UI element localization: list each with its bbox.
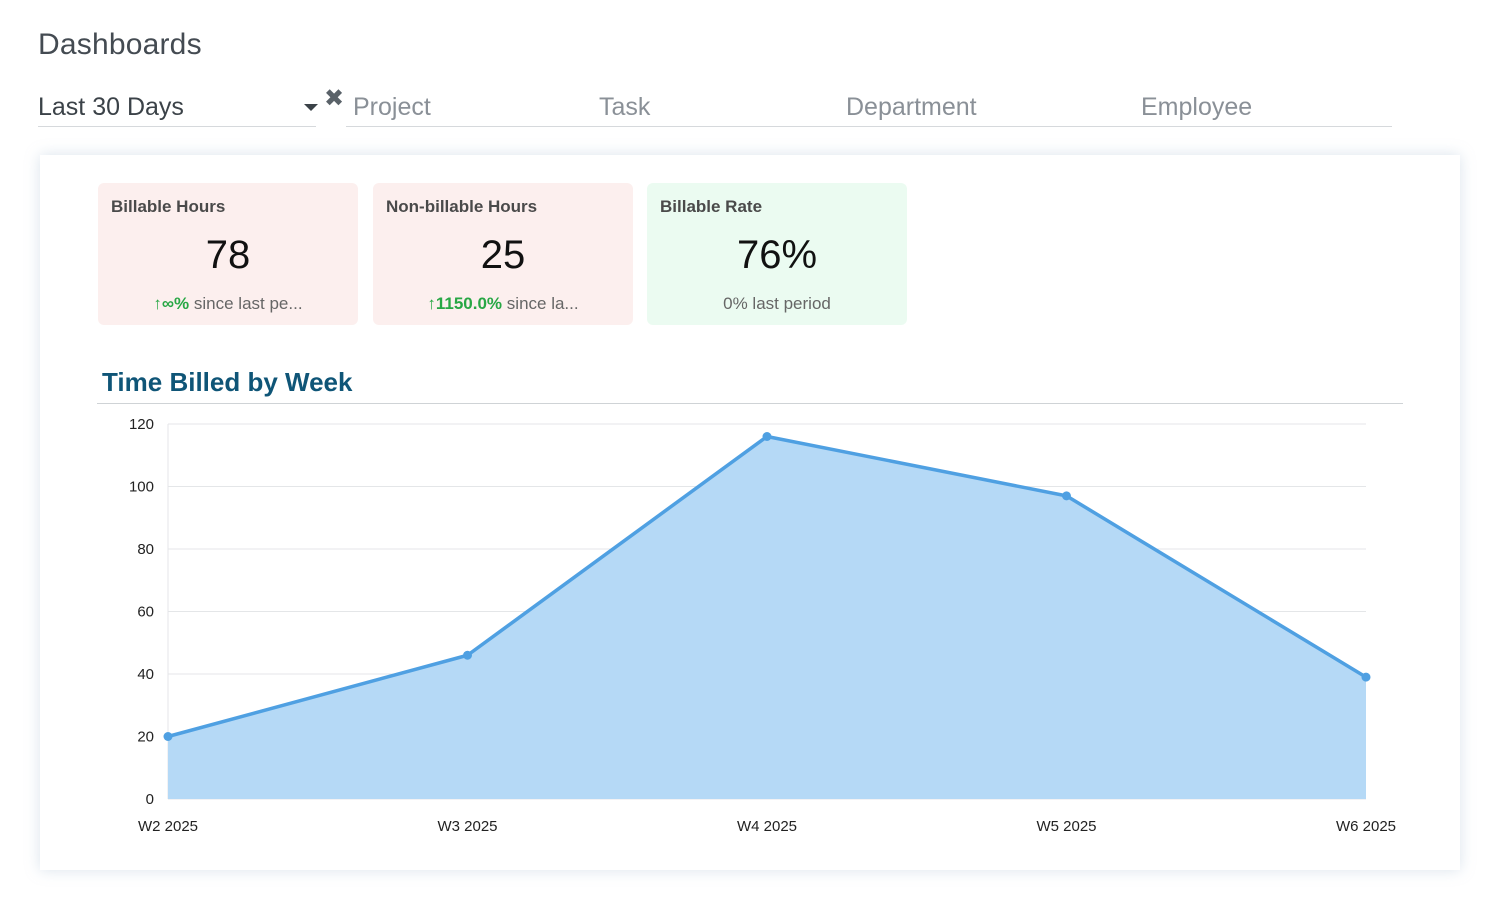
caret-down-icon[interactable] (304, 104, 318, 111)
chart-title-divider (97, 403, 1403, 404)
y-tick-label: 0 (146, 791, 154, 808)
trend-text: since last pe... (189, 294, 303, 313)
time-billed-chart: 0 20 40 60 80 100 120 W2 2025 W3 2025 W4 2025 W5 2… (129, 416, 1396, 835)
y-tick-label: 100 (129, 479, 154, 496)
y-tick-label: 120 (129, 416, 154, 433)
data-point (163, 732, 173, 741)
kpi-non-billable-hours[interactable]: Non-billable Hours 25 ↑1150.0% since la.… (373, 183, 633, 325)
trend-up-value: ↑∞% (153, 294, 190, 313)
page-title: Dashboards (38, 28, 202, 61)
period-select[interactable]: Last 30 Days (38, 86, 318, 127)
kpi-label: Billable Rate (660, 197, 763, 216)
x-tick-label: W3 2025 (437, 818, 497, 835)
period-select-value: Last 30 Days (38, 93, 184, 121)
x-tick-label: W4 2025 (737, 818, 797, 835)
kpi-label: Billable Hours (111, 197, 226, 216)
x-tick-label: W6 2025 (1336, 818, 1396, 835)
data-point (762, 432, 772, 441)
y-tick-label: 60 (137, 604, 154, 621)
kpi-value: 76% (736, 233, 818, 277)
filter-project[interactable]: Project (353, 93, 431, 121)
trend-text: since la... (502, 294, 579, 313)
kpi-billable-hours[interactable]: Billable Hours 78 ↑∞% since last pe... (98, 183, 358, 325)
kpi-trend: 0% last period (647, 294, 907, 314)
filter-department[interactable]: Department (846, 93, 977, 121)
kpi-value: 25 (480, 233, 526, 277)
close-icon[interactable]: ✖ (324, 85, 345, 112)
area-fill (168, 436, 1366, 799)
trend-up-value: ↑1150.0% (427, 294, 503, 313)
x-tick-label: W5 2025 (1036, 818, 1096, 835)
data-point (1062, 491, 1071, 501)
data-point (463, 650, 472, 660)
data-point (1361, 672, 1371, 682)
chart-title: Time Billed by Week (102, 367, 353, 397)
x-tick-label: W2 2025 (138, 818, 198, 835)
kpi-label: Non-billable Hours (386, 197, 538, 216)
y-tick-label: 40 (137, 666, 154, 683)
kpi-trend: ↑∞% since last pe... (98, 294, 358, 314)
kpi-value: 78 (205, 233, 251, 277)
dashboard-card: Billable Hours 78 ↑∞% since last pe... N… (40, 155, 1460, 870)
kpi-trend: ↑1150.0% since la... (373, 294, 633, 314)
filter-employee[interactable]: Employee (1141, 93, 1253, 121)
y-tick-label: 80 (137, 541, 154, 558)
kpi-billable-rate[interactable]: Billable Rate 76% 0% last period (647, 183, 907, 325)
trend-text: 0% last period (723, 294, 831, 313)
y-tick-label: 20 (137, 729, 154, 746)
filter-task[interactable]: Task (599, 93, 651, 121)
filter-bar: Last 30 Days ✖ Project Task Department E… (38, 86, 1398, 130)
facet-filter-input[interactable]: Project Task Department Employee (346, 86, 1392, 127)
